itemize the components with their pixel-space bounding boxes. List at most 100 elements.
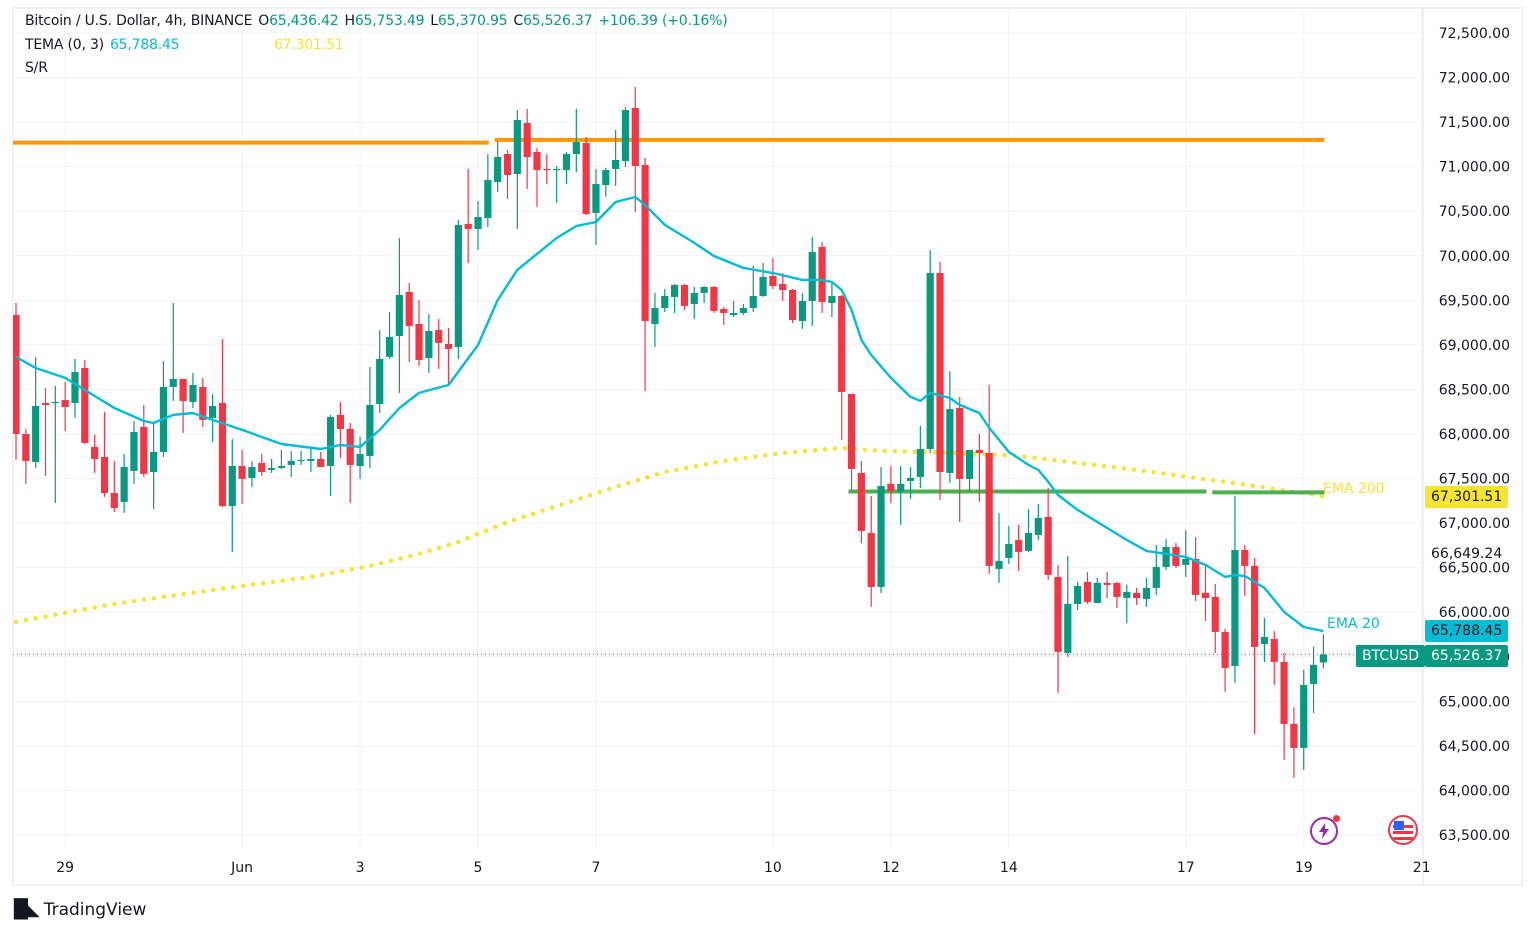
- candle-up: [602, 168, 610, 197]
- candle-body: [749, 295, 757, 308]
- candle-body: [1250, 565, 1259, 647]
- candle-down: [1280, 652, 1288, 760]
- candle-up: [366, 366, 374, 468]
- candle-up: [71, 358, 79, 418]
- candle-body: [444, 343, 453, 349]
- tradingview-logo[interactable]: █◣ TradingView: [14, 899, 146, 920]
- candle-up: [572, 109, 580, 173]
- y-tick-label: 63,500.00: [1439, 828, 1510, 844]
- y-tick-label: 68,500.00: [1439, 382, 1510, 398]
- candle-body: [22, 434, 30, 461]
- candle-up: [1123, 584, 1131, 623]
- candle-body: [1054, 576, 1062, 652]
- y-tick-label: 72,000.00: [1439, 71, 1510, 87]
- candle-down: [336, 401, 344, 458]
- candle-body: [651, 307, 659, 324]
- candle-body: [877, 485, 885, 587]
- candle-body: [179, 378, 187, 401]
- candle-up: [1093, 577, 1101, 603]
- candle-body: [189, 384, 197, 402]
- candle-body: [867, 532, 875, 587]
- candle-down: [110, 460, 118, 512]
- candle-body: [562, 154, 571, 170]
- us-flag-icon[interactable]: [1388, 815, 1418, 845]
- candle-body: [631, 108, 639, 167]
- candle-body: [61, 399, 69, 407]
- candle-body: [1290, 723, 1298, 748]
- candle-body: [326, 416, 335, 466]
- open-label: O: [258, 13, 270, 29]
- x-tick-label: 14: [1000, 860, 1018, 876]
- candle-down: [238, 449, 246, 504]
- candle-up: [277, 449, 286, 469]
- candle-up: [916, 425, 924, 488]
- ticker-badge: BTCUSD: [1356, 645, 1426, 667]
- candle-body: [661, 295, 669, 308]
- sr-indicator-name[interactable]: S/R: [25, 60, 48, 76]
- candle-up: [159, 360, 168, 457]
- candle-up: [356, 436, 364, 479]
- candle-body: [1093, 582, 1101, 603]
- candle-body: [926, 272, 934, 449]
- candle-body: [1064, 603, 1072, 653]
- candle-down: [1221, 628, 1229, 692]
- candle-body: [1211, 596, 1219, 632]
- grid: [13, 8, 1423, 848]
- y-tick-label: 69,500.00: [1439, 293, 1510, 309]
- candle-body: [818, 246, 826, 302]
- candle-body: [1182, 558, 1190, 565]
- candle-body: [81, 367, 89, 443]
- candle-body: [503, 154, 512, 176]
- candle-body: [376, 358, 384, 404]
- symbol-title[interactable]: Bitcoin / U.S. Dollar, 4h, BINANCE: [25, 13, 253, 29]
- ema200-label: EMA 200: [1323, 481, 1385, 497]
- candle-up: [965, 449, 974, 492]
- candle-body: [395, 294, 403, 336]
- candle-up: [51, 385, 59, 503]
- x-tick-label: 12: [882, 860, 900, 876]
- candle-down: [100, 411, 109, 497]
- ema20-line: [15, 195, 1324, 633]
- candle-body: [1142, 587, 1151, 599]
- candle-up: [513, 109, 521, 229]
- tradingview-logo-icon: █◣: [14, 899, 40, 920]
- candle-body: [130, 431, 138, 471]
- lightning-alert-icon[interactable]: [1310, 815, 1340, 845]
- candle-body: [1024, 532, 1033, 551]
- candle-body: [1162, 546, 1170, 567]
- candle-up: [877, 466, 885, 593]
- candle-body: [700, 286, 708, 293]
- candle-up: [425, 313, 433, 373]
- indicator-name[interactable]: TEMA (0, 3): [25, 37, 104, 53]
- y-tick-label: 64,000.00: [1439, 783, 1510, 799]
- y-tick-label: 72,500.00: [1439, 26, 1510, 42]
- candle-down: [1083, 571, 1092, 604]
- candle-down: [543, 154, 551, 185]
- candle-down: [1270, 630, 1278, 685]
- candle-body: [209, 405, 217, 418]
- candle-body: [110, 492, 118, 508]
- candle-body: [710, 286, 718, 311]
- time-axis[interactable]: 29 Jun 3 5 7 10 12 14 17 19 21: [56, 860, 1430, 876]
- y-tick-label: 68,000.00: [1439, 427, 1510, 443]
- close-label: C: [513, 13, 523, 29]
- candle-down: [779, 272, 787, 301]
- candle-body: [1015, 539, 1023, 552]
- candle-body: [720, 308, 728, 313]
- candle-up: [169, 303, 177, 401]
- price-axis[interactable]: 63,500.0064,000.0064,500.0065,000.0065,5…: [1439, 26, 1510, 844]
- candle-body: [523, 123, 531, 158]
- x-tick-label: 21: [1413, 860, 1431, 876]
- x-tick-label: 7: [592, 860, 601, 876]
- ema20-value: 65,788.45: [109, 37, 180, 53]
- candle-up: [700, 285, 708, 304]
- candle-body: [218, 402, 227, 507]
- x-tick-label: 17: [1177, 860, 1195, 876]
- candle-down: [1133, 587, 1141, 605]
- candle-down: [1103, 571, 1111, 598]
- candle-down: [631, 87, 639, 213]
- plot-area[interactable]: [12, 87, 1423, 778]
- candle-down: [975, 434, 983, 502]
- candle-up: [926, 249, 934, 453]
